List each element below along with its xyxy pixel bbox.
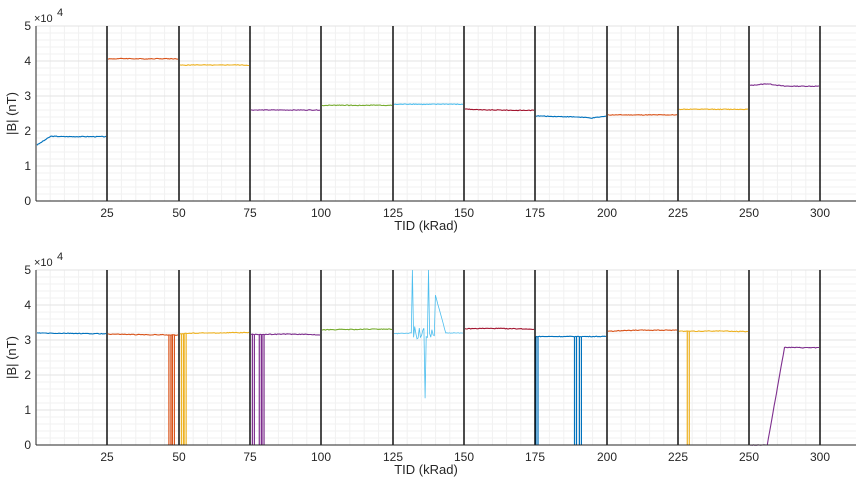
x-tick-label: 250 — [739, 450, 759, 464]
bottom-panel: 0 1 2 3 4 5 25 50 75 100 125 150 175 200 225 250 300 ×10 4… — [4, 251, 856, 477]
x-tick-label: 100 — [311, 450, 331, 464]
y-exponent-power: 4 — [57, 7, 63, 19]
y-tick-label: 3 — [24, 89, 31, 103]
x-axis-label: TID (kRad) — [394, 462, 458, 477]
x-tick-label: 150 — [454, 450, 474, 464]
x-tick-label: 150 — [454, 206, 474, 220]
series-line-2 — [179, 64, 249, 67]
y-tick-label: 2 — [24, 124, 31, 138]
series-line-5 — [393, 103, 464, 106]
x-tick-label: 125 — [383, 206, 403, 220]
series-line-0 — [36, 332, 107, 335]
series-line-1 — [107, 333, 179, 336]
y-tick-label: 4 — [24, 298, 31, 312]
x-tick-label: 300 — [810, 450, 830, 464]
y-exponent-power: 4 — [57, 251, 63, 263]
series-line-10 — [749, 83, 820, 88]
y-tick-label: 1 — [24, 403, 31, 417]
x-tick-label: 250 — [739, 206, 759, 220]
x-tick-label: 200 — [597, 206, 617, 220]
series-line-5 — [393, 269, 464, 399]
y-tick-label: 0 — [24, 438, 31, 452]
series-line-0 — [36, 135, 107, 146]
series-line-3 — [250, 109, 321, 111]
series-line-1 — [107, 57, 179, 60]
series-line-6 — [464, 108, 535, 112]
x-tick-label: 50 — [172, 206, 186, 220]
x-tick-label: 200 — [597, 450, 617, 464]
x-tick-label: 50 — [172, 450, 186, 464]
x-tick-label: 175 — [525, 450, 545, 464]
x-tick-label: 25 — [100, 450, 114, 464]
y-tick-label: 1 — [24, 159, 31, 173]
x-tick-label: 75 — [243, 450, 257, 464]
series-line-8 — [607, 329, 678, 332]
y-exponent-label: ×10 — [34, 257, 53, 269]
series-line-8 — [607, 114, 678, 116]
x-tick-label: 300 — [810, 206, 830, 220]
series-line-9 — [678, 330, 749, 333]
y-tick-label: 5 — [24, 19, 31, 33]
y-tick-label: 2 — [24, 368, 31, 382]
y-axis-label: |B| (nT) — [4, 336, 19, 379]
y-tick-label: 0 — [24, 194, 31, 208]
y-tick-label: 3 — [24, 333, 31, 347]
series-line-2 — [179, 331, 250, 335]
series-line-4 — [321, 328, 392, 331]
x-tick-label: 25 — [100, 206, 114, 220]
y-tick-label: 5 — [24, 263, 31, 277]
series-line-6 — [464, 327, 535, 331]
x-axis-label: TID (kRad) — [394, 218, 458, 233]
series-line-7 — [535, 335, 607, 338]
series-line-4 — [321, 104, 393, 107]
plot-area — [36, 270, 856, 445]
series-line-7 — [535, 115, 607, 119]
y-exponent-label: ×10 — [34, 13, 53, 25]
x-tick-label: 75 — [243, 206, 257, 220]
x-tick-label: 100 — [311, 206, 331, 220]
series-line-9 — [678, 108, 749, 111]
y-axis-label: |B| (nT) — [4, 92, 19, 135]
plot-area — [36, 26, 856, 201]
x-tick-label: 125 — [383, 450, 403, 464]
y-tick-label: 4 — [24, 54, 31, 68]
x-tick-label: 175 — [525, 206, 545, 220]
top-panel: 0 1 2 3 4 5 25 50 75 100 125 150 175 200 225 250 300 ×10 4… — [4, 7, 856, 233]
x-tick-label: 225 — [668, 450, 688, 464]
x-tick-label: 225 — [668, 206, 688, 220]
